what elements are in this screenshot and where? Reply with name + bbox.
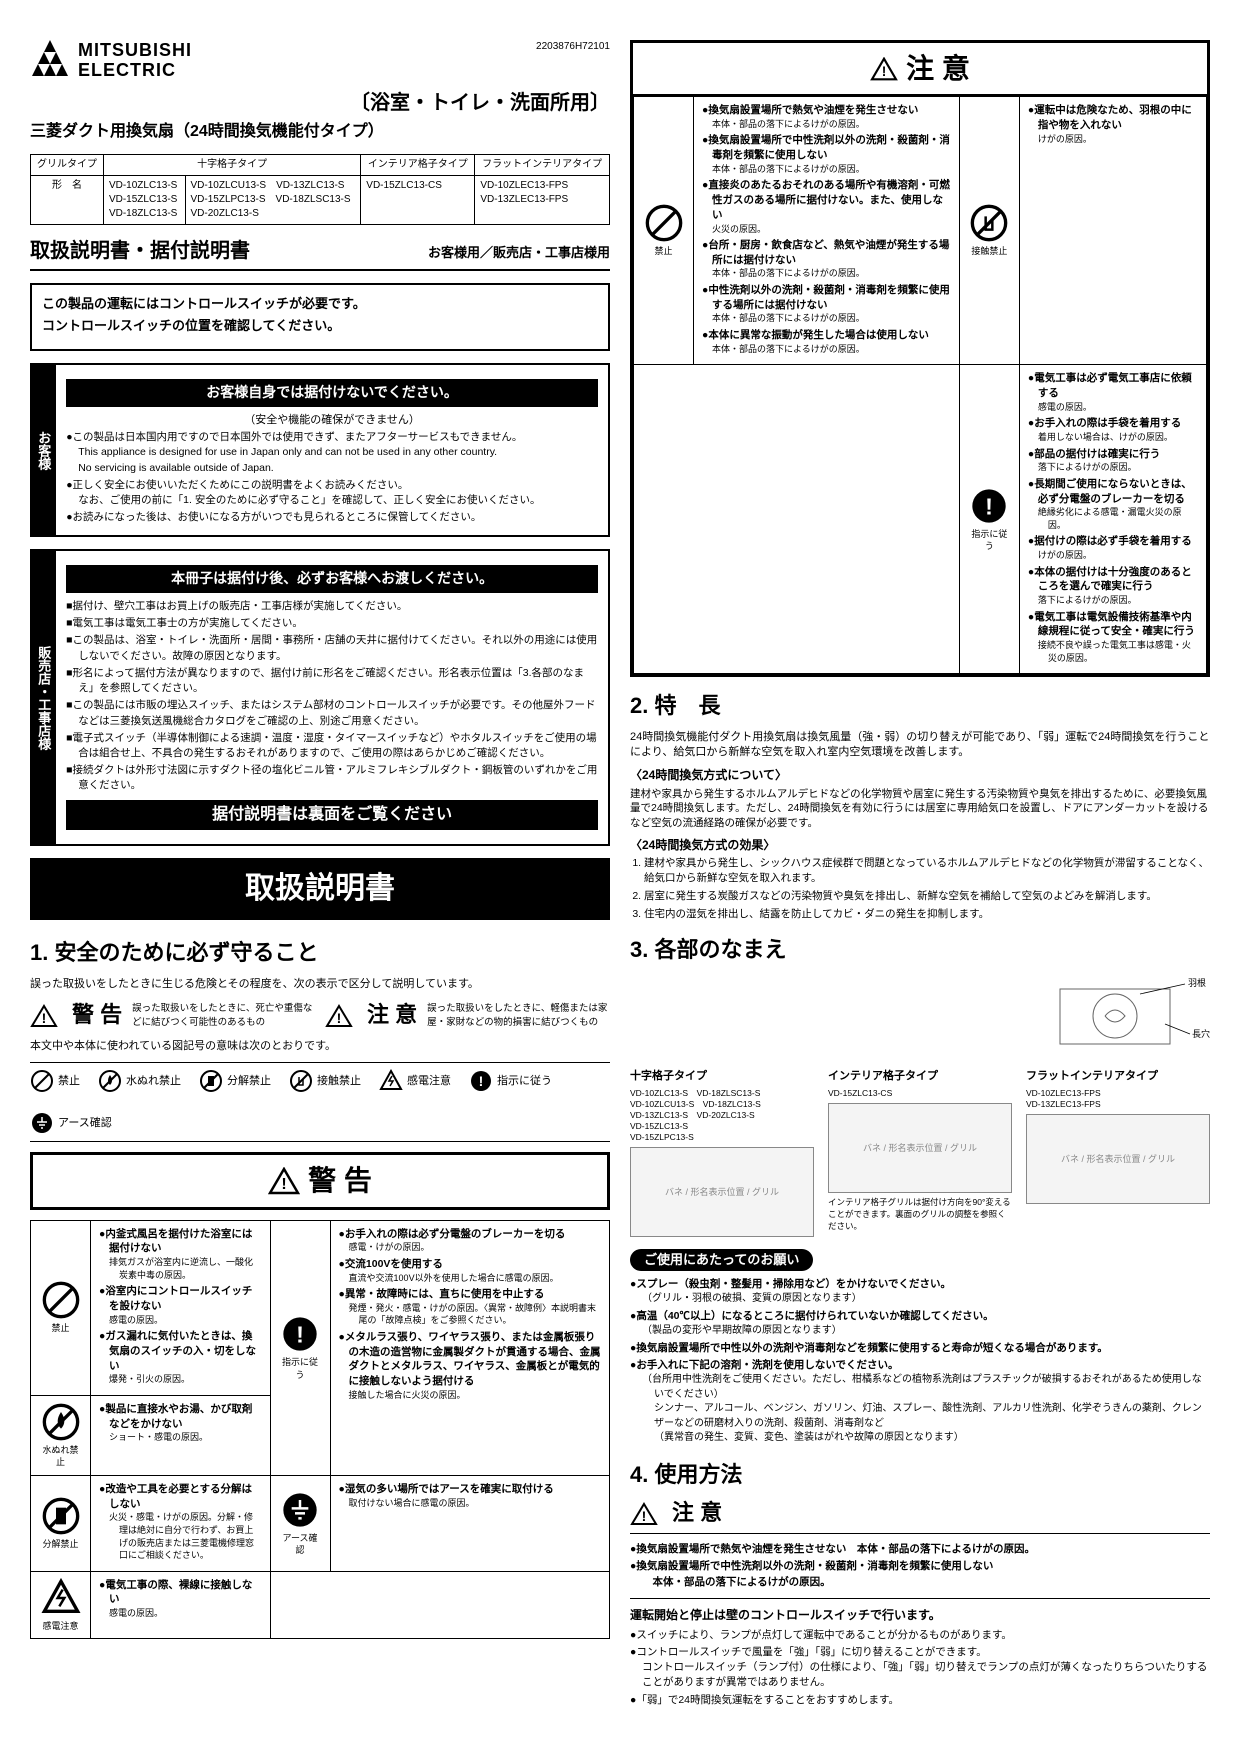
svg-text:!: ! <box>642 1508 647 1524</box>
svg-text:!: ! <box>281 1176 286 1193</box>
legend-item: 分解禁止 <box>199 1069 271 1093</box>
part-item: フラットインテリアタイプVD-10ZLEC13-FPS VD-13ZLEC13-… <box>1026 1069 1210 1207</box>
usage-title: 〔浴室・トイレ・洗面所用〕 <box>30 89 610 117</box>
svg-text:!: ! <box>296 1322 304 1348</box>
section-1-heading: 1. 安全のために必ず守ること <box>30 938 610 969</box>
dealer-item: ■この製品は、浴室・トイレ・洗面所・居間・事務所・店舗の天井に据付けてください。… <box>66 633 598 663</box>
part-item: インテリア格子タイプVD-15ZLC13-CSバネ / 形名表示位置 / グリル… <box>828 1069 1012 1232</box>
product-name: 三菱ダクト用換気扇（24時間換気機能付タイプ） <box>30 121 610 143</box>
warning-bar: ! 警 告 <box>30 1152 610 1209</box>
section-3-heading: 3. 各部のなまえ <box>630 935 1210 966</box>
manual-heading: 取扱説明書 <box>30 858 610 920</box>
dealer-item: ■この製品には市販の埋込スイッチ、またはシステム部材のコントロールスイッチが必要… <box>66 698 598 728</box>
svg-text:長穴: 長穴 <box>1192 1028 1210 1039</box>
brand-name: MITSUBISHI <box>78 41 192 61</box>
caution-frame: ! 注 意 禁止 ●換気扇設置場所で熱気や油煙を発生させない本体・部品の落下によ… <box>630 40 1210 677</box>
fan-diagram: 羽根 長穴 <box>630 974 1210 1059</box>
document-number: 2203876H72101 <box>536 40 610 54</box>
icon-legend: 禁止水ぬれ禁止分解禁止接触禁止感電注意 !指示に従うアース確認 <box>30 1062 610 1142</box>
svg-text:!: ! <box>985 493 993 519</box>
svg-text:!: ! <box>337 1010 342 1026</box>
dealer-item: ■据付け、壁穴工事はお買上げの販売店・工事店様が実施してください。 <box>66 599 598 614</box>
mitsubishi-mark-icon <box>30 40 70 81</box>
legend-item: アース確認 <box>30 1111 112 1135</box>
dealer-block: 販売店・工事店様 本冊子は据付け後、必ずお客様へお渡しください。 ■据付け、壁穴… <box>30 549 610 846</box>
warning-table: 禁止 ●内釜式風呂を据付けた浴室には据付けない排気ガスが浴室内に逆流し、一酸化炭… <box>30 1220 610 1640</box>
section-2-heading: 2. 特 長 <box>630 691 1210 722</box>
document-title: 取扱説明書・据付説明書 <box>30 237 250 265</box>
brand-sub: ELECTRIC <box>78 61 192 81</box>
warning-triangle-icon: ! <box>268 1167 300 1195</box>
dealer-item: ■電子式スイッチ（半導体制御による速調・温度・湿度・タイマースイッチなど）やホタ… <box>66 731 598 761</box>
usage-notice-pill: ご使用にあたってのお願い <box>630 1249 813 1271</box>
svg-text:!: ! <box>42 1010 47 1026</box>
svg-text:!: ! <box>882 63 887 78</box>
legend-item: 禁止 <box>30 1069 80 1093</box>
dealer-item: ■形名によって据付方法が異なりますので、据付け前に形名をご確認ください。形名表示… <box>66 666 598 696</box>
caution-triangle-icon: ! <box>870 57 898 81</box>
model-table: グリルタイプ 十字格子タイプ インテリア格子タイプ フラットインテリアタイプ 形… <box>30 154 610 225</box>
legend-item: 感電注意 <box>379 1069 451 1093</box>
warning-triangle-icon: ! <box>30 1004 58 1028</box>
dealer-item: ■接続ダクトは外形寸法図に示すダクト径の塩化ビニル管・アルミフレキシブルダクト・… <box>66 763 598 793</box>
brand-logo: MITSUBISHI ELECTRIC <box>30 40 192 81</box>
svg-text:!: ! <box>479 1073 484 1089</box>
section-4-heading: 4. 使用方法 <box>630 1460 1210 1491</box>
legend-item: 接触禁止 <box>289 1069 361 1093</box>
svg-text:羽根: 羽根 <box>1188 977 1206 988</box>
part-item: 十字格子タイプVD-10ZLC13-S VD-18ZLSC13-S VD-10Z… <box>630 1069 814 1241</box>
legend-item: !指示に従う <box>469 1069 552 1093</box>
legend-item: 水ぬれ禁止 <box>98 1069 181 1093</box>
caution-triangle-icon: ! <box>325 1004 353 1028</box>
switch-notice: この製品の運転にはコントロールスイッチが必要です。 コントロールスイッチの位置を… <box>30 283 610 351</box>
dealer-item: ■電気工事は電気工事士の方が実施してください。 <box>66 616 598 631</box>
document-audience: お客様用／販売店・工事店様用 <box>428 244 610 262</box>
customer-block: お客様 お客様自身では据付けないでください。 （安全や機能の確保ができません） … <box>30 363 610 537</box>
caution-triangle-icon: ! <box>630 1502 658 1526</box>
